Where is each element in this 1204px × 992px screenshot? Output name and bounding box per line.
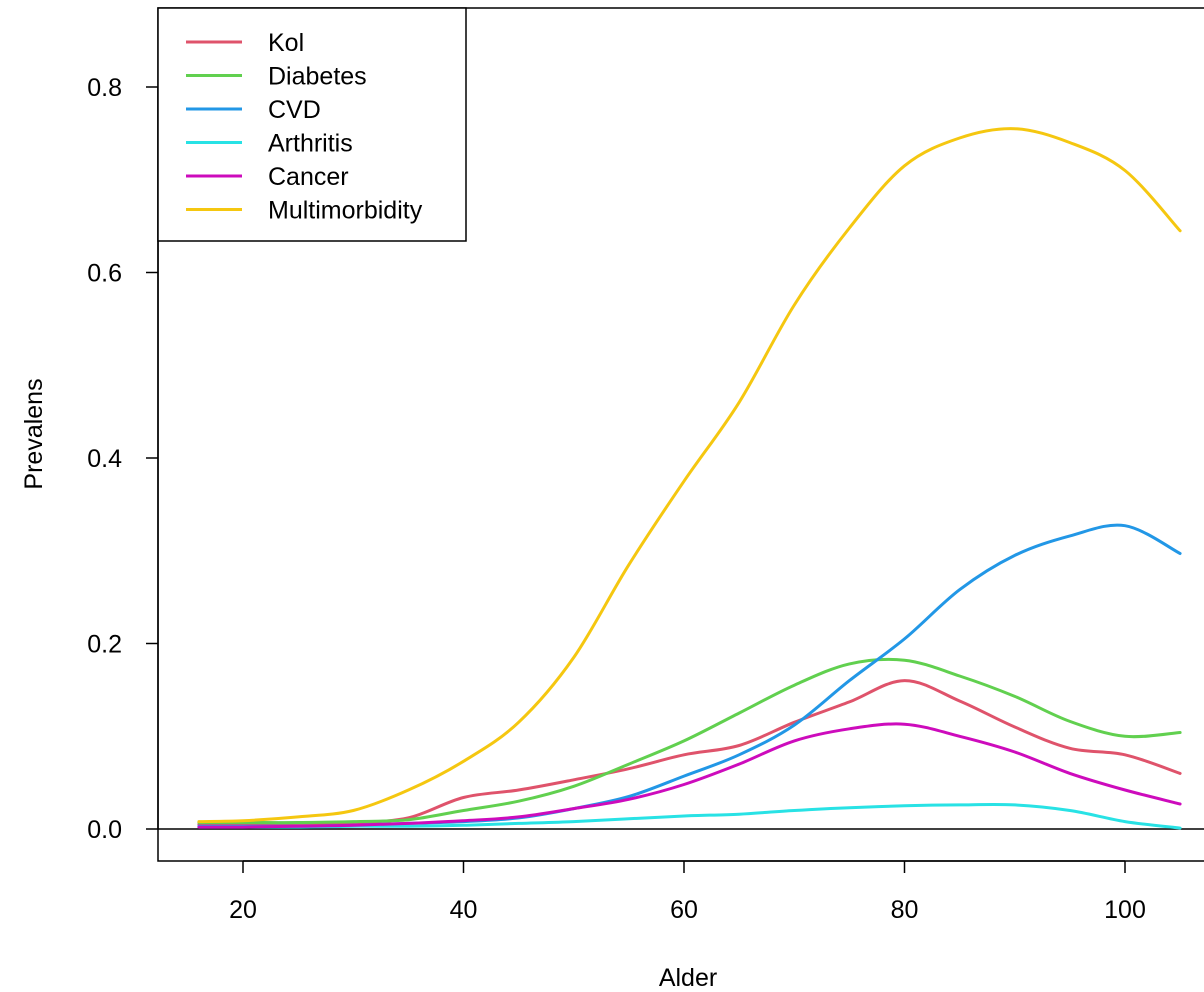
legend-label-diabetes: Diabetes <box>268 63 367 91</box>
legend-label-cvd: CVD <box>268 96 321 124</box>
legend-box <box>157 7 467 242</box>
y-tick-label: 0.8 <box>87 74 122 102</box>
legend-label-kol: Kol <box>268 29 304 57</box>
series-line-diabetes <box>197 657 1182 825</box>
x-tick-label: 20 <box>229 896 257 924</box>
legend-label-multimorbidity: Multimorbidity <box>268 197 423 225</box>
y-axis-title: Prevalens <box>20 378 48 489</box>
y-tick-label: 0.2 <box>87 631 122 659</box>
series-line-cancer <box>197 722 1182 829</box>
legend: Kol Diabetes CVD Arthritis Cancer Multimorbid… <box>157 7 467 242</box>
x-tick-label: 40 <box>450 896 478 924</box>
legend-label-arthritis: Arthritis <box>268 130 353 158</box>
series-layer <box>197 127 1182 830</box>
series-line-multimorbidity <box>197 127 1182 824</box>
series-line-kol <box>197 679 1182 826</box>
x-axis: 20 40 60 80 100 <box>229 860 1146 924</box>
y-axis: 0.0 0.2 0.4 0.6 0.8 <box>87 74 159 844</box>
x-tick-label: 100 <box>1104 896 1146 924</box>
y-tick-label: 0.0 <box>87 816 122 844</box>
x-tick-label: 60 <box>670 896 698 924</box>
x-axis-title: Alder <box>659 964 717 992</box>
y-tick-label: 0.4 <box>87 445 122 473</box>
legend-label-cancer: Cancer <box>268 163 349 191</box>
y-tick-label: 0.6 <box>87 260 122 288</box>
x-tick-label: 80 <box>891 896 919 924</box>
